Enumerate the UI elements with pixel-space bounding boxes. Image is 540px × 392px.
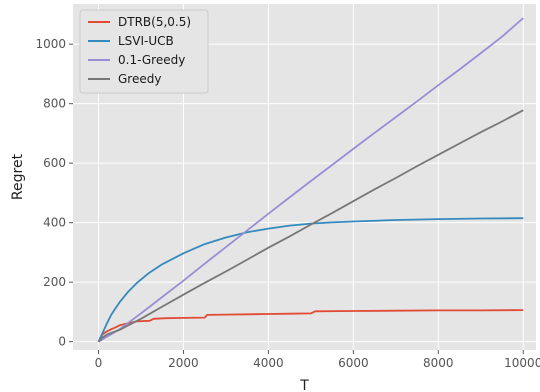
- y-tick-label: 0: [58, 335, 66, 349]
- legend-label: Greedy: [118, 72, 161, 86]
- y-tick-label: 200: [43, 275, 66, 289]
- y-axis-label: Regret: [10, 153, 26, 200]
- y-tick-label: 400: [43, 216, 66, 230]
- legend-label: LSVI-UCB: [118, 34, 174, 48]
- y-tick-label: 800: [43, 97, 66, 111]
- legend-label: 0.1-Greedy: [118, 53, 185, 67]
- series-line: [97, 109, 524, 343]
- x-tick-label: 8000: [423, 356, 454, 370]
- legend-label: DTRB(5,0.5): [118, 15, 191, 29]
- x-axis-label: T: [299, 378, 309, 392]
- x-tick-label: 0: [95, 356, 103, 370]
- legend-box: [79, 9, 209, 94]
- y-tick-label: 600: [43, 156, 66, 170]
- y-tick-label: 1000: [35, 37, 66, 51]
- legend: DTRB(5,0.5) LSVI-UCB 0.1-Greedy Greedy: [79, 9, 209, 94]
- x-tick-label: 6000: [338, 356, 369, 370]
- x-tick-label: 4000: [253, 356, 284, 370]
- y-axis-ticks: 0 200 400 600 800 1000: [35, 37, 73, 349]
- series-line: [98, 17, 524, 343]
- x-tick-label: 10000: [504, 356, 540, 370]
- x-tick-label: 2000: [168, 356, 199, 370]
- series-lines: [97, 17, 524, 343]
- x-axis-ticks: 0 2000 4000 6000 8000 10000: [95, 350, 540, 370]
- grid: [73, 4, 536, 350]
- series-line: [97, 309, 524, 343]
- series-line: [97, 217, 524, 343]
